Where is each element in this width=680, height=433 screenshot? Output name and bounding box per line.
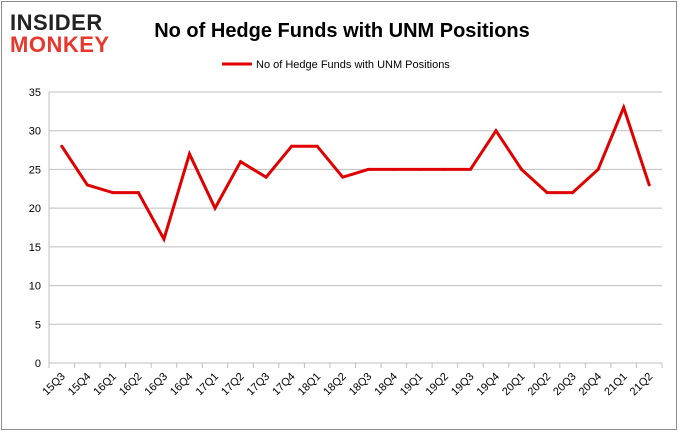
x-tick-label: 16Q4 [168,371,196,399]
data-point [622,105,626,109]
x-tick-label: 17Q3 [245,371,273,399]
x-tick-label: 16Q2 [117,371,145,399]
series-layer [60,103,651,243]
data-point [596,167,600,171]
y-tick-label: 30 [29,126,41,138]
x-tick-label: 18Q1 [296,371,324,399]
data-point [60,144,64,148]
x-tick-label: 20Q4 [577,371,605,399]
data-point [264,175,268,179]
chart-title: No of Hedge Funds with UNM Positions [154,20,530,42]
data-point [290,144,294,148]
data-point [571,191,575,195]
data-point [136,191,140,195]
logo-line-2: MONKEY [10,34,110,56]
x-tick-label: 15Q3 [40,371,68,399]
x-tick-label: 18Q4 [372,371,400,399]
x-tick-label: 20Q3 [551,371,579,399]
data-point [520,167,524,171]
y-tick-label: 35 [29,87,41,99]
x-tick-label: 21Q1 [602,371,630,399]
series-line [60,103,651,243]
x-axis: 15Q315Q416Q116Q216Q316Q417Q117Q217Q317Q4… [40,363,663,399]
grid [48,91,662,364]
data-point [187,152,191,156]
x-tick-label: 19Q1 [398,371,426,399]
x-tick-label: 20Q1 [500,371,528,399]
x-tick-label: 19Q3 [449,371,477,399]
y-axis: 0 5 10 15 20 25 30 35 [29,87,41,370]
data-point [392,167,396,171]
data-point [468,167,472,171]
x-tick-label: 19Q4 [475,371,503,399]
x-tick-label: 17Q4 [270,371,298,399]
y-tick-label: 25 [29,164,41,176]
data-point [443,167,447,171]
x-tick-label: 17Q2 [219,371,247,399]
data-point [315,144,319,148]
logo-line-2-text: MONKEY [10,32,110,57]
legend: No of Hedge Funds with UNM Positions [222,59,450,71]
data-point [494,129,498,133]
data-point [213,206,217,210]
data-point [162,237,166,241]
insider-monkey-logo: INSIDER MONKEY [10,10,132,58]
data-point [85,183,89,187]
data-point [366,167,370,171]
y-tick-label: 15 [29,242,41,254]
data-point [111,191,115,195]
x-tick-label: 17Q1 [194,371,222,399]
data-point [545,191,549,195]
legend-label: No of Hedge Funds with UNM Positions [256,59,450,71]
x-tick-label: 18Q2 [321,371,349,399]
data-point [417,167,421,171]
x-tick-label: 21Q2 [628,371,656,399]
x-tick-label: 19Q2 [423,371,451,399]
data-point [341,175,345,179]
x-tick-label: 15Q4 [66,371,94,399]
x-tick-label: 16Q1 [91,371,119,399]
x-tick-label: 20Q2 [526,371,554,399]
logo-line-1: INSIDER [10,10,103,35]
x-tick-label: 16Q3 [143,371,171,399]
y-tick-label: 10 [29,281,41,293]
y-tick-label: 5 [35,319,41,331]
y-tick-label: 0 [35,358,41,370]
data-point [239,160,243,164]
x-tick-label: 18Q3 [347,371,375,399]
y-tick-label: 20 [29,203,41,215]
data-point [647,183,651,187]
